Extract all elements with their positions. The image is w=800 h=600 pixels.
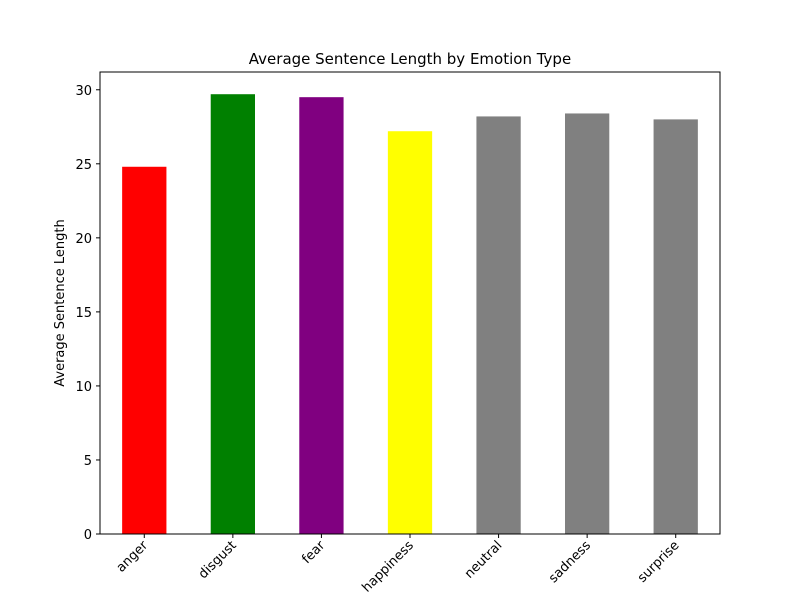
bar-surprise [653, 119, 698, 534]
x-tick-label-sadness: sadness [546, 538, 594, 586]
y-tick-label-20: 20 [75, 232, 92, 247]
chart-title: Average Sentence Length by Emotion Type [249, 50, 571, 68]
y-tick-label-25: 25 [75, 158, 92, 173]
plot-frame [99, 71, 721, 535]
bar-happiness [387, 131, 433, 534]
y-tick-label-0: 0 [84, 528, 92, 543]
bar-anger [122, 166, 167, 534]
bar-sadness [565, 113, 610, 534]
y-tick-label-15: 15 [75, 306, 92, 321]
x-tick-label-happiness: happiness [359, 538, 417, 596]
x-ticks-group: anger disgust fear happiness neutral sadness s… [114, 534, 683, 596]
x-tick-label-surprise: surprise [635, 538, 683, 586]
bar-disgust [210, 94, 255, 534]
y-ticks-group: 0 5 10 15 20 25 30 [75, 84, 100, 543]
y-tick-label-30: 30 [75, 84, 92, 99]
bar-fear [299, 97, 344, 534]
x-tick-label-anger: anger [114, 538, 152, 576]
x-tick-label-disgust: disgust [196, 538, 240, 582]
x-tick-label-fear: fear [299, 538, 328, 567]
y-tick-label-10: 10 [75, 380, 92, 395]
x-tick-label-neutral: neutral [462, 538, 505, 581]
y-axis-label: Average Sentence Length [53, 219, 68, 386]
bar-neutral [476, 116, 521, 534]
bars-group [122, 94, 698, 534]
y-tick-label-5: 5 [84, 454, 92, 469]
